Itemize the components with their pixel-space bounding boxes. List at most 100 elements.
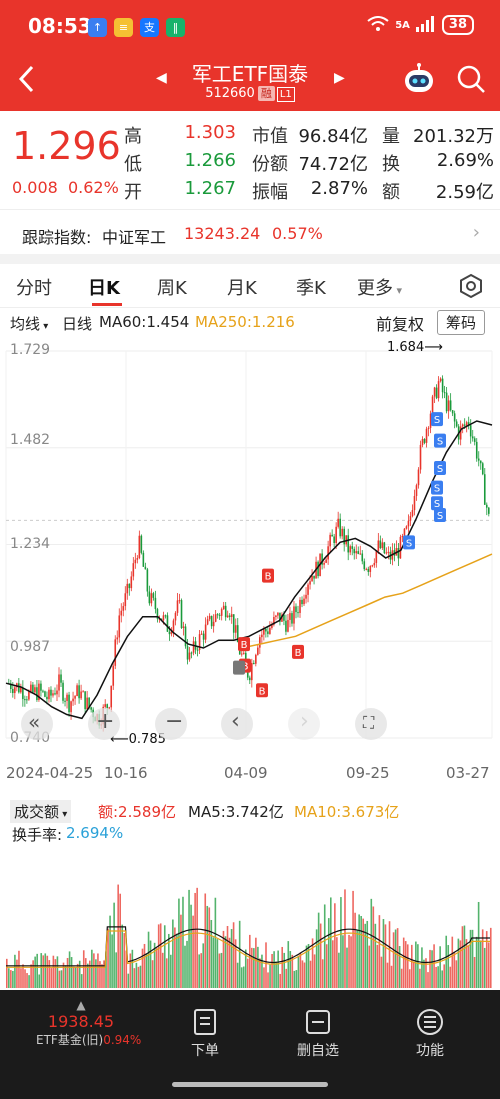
indicator-select[interactable]: 均线 ▾ — [10, 313, 48, 334]
volume-bar — [149, 940, 152, 988]
candle-body — [180, 600, 183, 628]
index-ticker-pct: 0.94% — [103, 1033, 142, 1047]
candle-body — [60, 674, 62, 683]
candle-body — [188, 652, 191, 660]
fullscreen-icon[interactable]: ⛶ — [355, 708, 387, 740]
candle-body — [42, 690, 44, 692]
chart-tabs: 分时 日K 周K 月K 季K 更多 ▾ — [0, 264, 500, 308]
volume-bar — [469, 929, 472, 988]
volume-bar — [301, 960, 304, 988]
candle-body — [104, 704, 106, 707]
functions-button[interactable]: 功能 — [385, 1008, 475, 1060]
tab-daily-k[interactable]: 日K — [88, 278, 120, 299]
volume-bar — [180, 914, 182, 988]
candle-body — [32, 684, 34, 693]
candle-body — [309, 581, 311, 585]
volume-amount: 额:2.589亿 — [98, 803, 176, 821]
ma60-line — [5, 420, 493, 720]
zoom-in-icon[interactable]: + — [88, 708, 120, 740]
robot-assistant-icon[interactable] — [402, 62, 436, 96]
volume-bar — [84, 958, 87, 988]
candle-body — [120, 610, 123, 616]
candle-body — [230, 614, 233, 617]
tab-monthly-k[interactable]: 月K — [227, 278, 257, 299]
candle-body — [38, 683, 40, 701]
tab-weekly-k[interactable]: 周K — [157, 278, 187, 299]
status-indicators: 5A 38 — [367, 15, 474, 35]
low-label: 低 — [124, 154, 142, 175]
volume-bar — [159, 923, 162, 988]
settings-hexagon-icon[interactable] — [458, 273, 484, 303]
volume-ma5-line — [6, 926, 490, 967]
volume-bar — [115, 952, 117, 988]
search-icon[interactable] — [456, 64, 486, 94]
volume-bar — [281, 946, 283, 988]
candle-body — [62, 682, 64, 701]
candle-body — [443, 392, 446, 394]
volume-bar — [358, 914, 360, 988]
next-stock-arrow[interactable]: ▶ — [334, 70, 345, 86]
tab-intraday[interactable]: 分时 — [16, 278, 52, 299]
scroll-right-icon[interactable]: › — [288, 708, 320, 740]
candle-body — [367, 568, 370, 572]
remove-watchlist-button[interactable]: 删自选 — [273, 1008, 363, 1060]
volume-bar — [123, 933, 126, 988]
volume-bar — [131, 949, 134, 988]
candle-body — [341, 528, 343, 537]
order-button[interactable]: 下单 — [160, 1008, 250, 1060]
volume-bar — [451, 936, 454, 988]
candle-body — [168, 631, 171, 635]
tracking-index-row[interactable]: 跟踪指数: 中证军工 13243.24 0.57% › — [0, 212, 500, 254]
volume-bar — [271, 953, 273, 988]
chips-button[interactable]: 筹码 — [437, 310, 486, 335]
volume-bar — [473, 957, 476, 988]
candle-body — [257, 647, 259, 655]
candle-body — [82, 691, 84, 693]
volume-bar — [372, 906, 375, 988]
volume-bar — [386, 962, 389, 988]
volume-bar — [368, 945, 371, 988]
x-tick-label: 10-16 — [104, 764, 148, 782]
candle-body — [50, 689, 52, 696]
volume-bar — [453, 951, 456, 988]
volume-bar — [457, 938, 460, 988]
prev-stock-arrow[interactable]: ◀ — [156, 70, 167, 86]
status-bar: 08:53 ↑ ≡ 支 ‖ 5A 38 — [0, 0, 500, 50]
candle-body — [253, 662, 255, 664]
candle-body — [46, 696, 48, 700]
k-line-svg: BBBBBSSSSSSS — [5, 350, 493, 739]
volume-indicator-select[interactable]: 成交额 ▾ — [10, 800, 72, 823]
volume-bar — [12, 970, 14, 988]
zoom-out-icon[interactable]: « — [21, 708, 53, 740]
candle-body — [64, 700, 66, 702]
volume-bar — [257, 946, 259, 988]
volume-bar — [423, 959, 425, 988]
volume-legend: 成交额 ▾ 额:2.589亿 MA5:3.742亿 MA10:3.673亿 换手… — [0, 798, 500, 846]
tab-quarterly-k[interactable]: 季K — [296, 278, 326, 299]
candle-body — [182, 626, 185, 628]
volume-bar — [42, 955, 45, 988]
volume-bar — [445, 935, 448, 988]
back-button[interactable] — [16, 64, 38, 94]
k-line-chart[interactable]: BBBBBSSSSSSS 1.729 1.482 1.234 0.987 0.7… — [0, 336, 500, 788]
volume-bar — [87, 963, 89, 988]
volume-bar — [184, 945, 186, 988]
candle-body — [383, 542, 386, 554]
tab-more[interactable]: 更多 ▾ — [357, 274, 402, 300]
index-ticker[interactable]: ▲ 1938.45 ETF基金(旧)0.94% — [36, 998, 141, 1048]
volume-bar — [194, 892, 196, 988]
zoom-minus-icon[interactable]: − — [155, 708, 187, 740]
volume-bar — [356, 930, 358, 988]
alipay-icon: 支 — [140, 18, 159, 37]
candle-body — [12, 689, 14, 694]
volume-bar — [186, 940, 188, 988]
volume-bar — [137, 966, 140, 988]
buy-marker — [238, 637, 250, 652]
adjust-button[interactable]: 前复权 — [376, 315, 425, 334]
scroll-left-icon[interactable]: ‹ — [221, 708, 253, 740]
candle-body — [106, 704, 109, 709]
caret-down-icon: ▾ — [59, 809, 68, 820]
candle-body — [375, 550, 378, 563]
buy-marker-label: B — [242, 662, 249, 673]
volume-bar — [481, 929, 484, 988]
